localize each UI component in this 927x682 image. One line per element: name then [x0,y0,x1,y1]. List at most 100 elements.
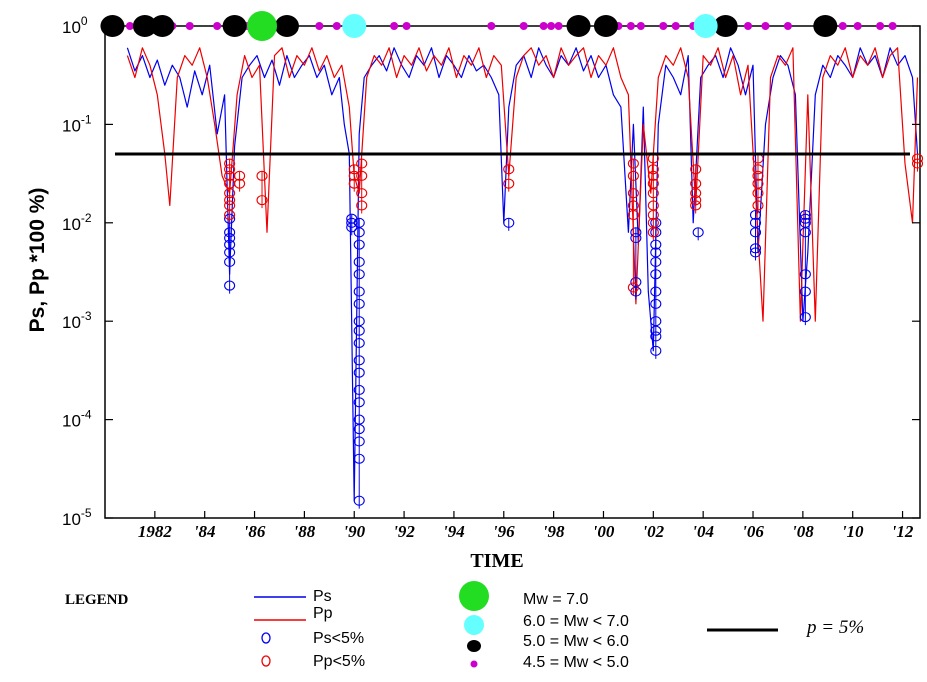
quake-mw45-marker [853,22,862,30]
quake-mw45-marker [125,22,134,30]
quake-mw5-marker [150,15,175,37]
quake-mw5-marker [593,15,618,37]
ps-low-marker [650,269,662,280]
quake-mw5-marker [132,15,157,37]
pp-low-marker [224,158,236,169]
quake-mw45-marker [626,22,635,30]
ps-low-marker [749,227,762,238]
ps-low-marker [353,337,365,349]
pp-low-marker [503,178,515,189]
ps-low-marker [749,247,762,258]
x-tick-label: '10 [842,522,864,541]
legend-threshold-label: p = 5% [805,617,864,638]
ps-low-marker [630,232,642,244]
x-tick-label: 1982 [138,522,173,541]
ps-low-marker [353,269,365,280]
legend-mw45-label: 4.5 = Mw < 5.0 [523,654,629,671]
pp-low-marker [356,158,368,169]
ps-low-marker [353,239,365,250]
ps-low-marker [353,325,365,336]
pp-low-marker [356,170,368,181]
pp-low-marker [690,188,702,199]
quake-mw45-marker [636,22,645,30]
ps-low-marker [353,397,365,408]
quake-mw45-marker [671,22,680,30]
x-tick-label: '02 [642,522,664,541]
quake-mw45-marker [838,22,847,30]
y-tick-label: 100 [62,14,88,37]
ps-low-marker [749,243,762,254]
pp-low-marker [647,227,659,238]
legend-ps-low-marker [261,632,271,644]
ps-low-marker [224,239,236,250]
y-tick-label: 10-3 [62,309,92,332]
legend-mw6-label: 6.0 = Mw < 7.0 [523,613,629,630]
x-axis-ticks: 1982 '84 '86 '88 '90 '92 '94 '96 '98 '00 '02 '04 '06… [138,511,914,541]
pp-low-marker [690,200,702,211]
quake-mw45-marker [547,22,556,30]
x-tick-label: '84 [194,522,216,541]
quake-mw5-marker [713,15,738,37]
ps-low-marker [650,298,662,309]
legend-pp-low-marker [261,655,271,667]
pp-low-marker [627,170,639,181]
ps-low-marker [353,256,365,268]
ps-low-marker [799,213,811,224]
ps-low-marker [353,227,365,238]
quake-mw7-marker [247,11,278,41]
ps-low-marker [224,280,236,291]
ps-low-marker [353,436,365,447]
ps-low-marker [650,345,662,356]
pp-low-marker [224,188,236,199]
legend-pp-low-label: Pp<5% [313,653,365,670]
x-tick-label: '90 [343,522,365,541]
pp-low-marker [627,282,639,293]
quake-mw45-marker [783,22,792,30]
y-tick-label: 10-2 [62,211,92,234]
legend-title: LEGEND [65,592,129,608]
pp-low-marker [647,209,659,221]
low-probability-markers [224,153,924,509]
ps-low-marker [799,209,811,221]
legend-mw45-marker [470,660,478,668]
legend-mw5-marker [467,640,481,652]
ps-low-marker [650,331,662,342]
quake-mw45-marker [888,22,897,30]
pp-low-marker [627,188,639,199]
ps-low-marker [799,227,811,238]
ps-low-marker [749,209,762,221]
plot-frame [104,25,921,519]
ps-low-marker [503,217,515,228]
pp-low-marker [234,170,246,181]
quake-mw45-marker [487,22,496,30]
y-tick-label: 10-5 [62,506,92,529]
x-tick-label: '04 [692,522,714,541]
ps-low-marker [224,256,236,268]
y-tick-label: 10-1 [62,112,92,135]
quake-mw45-marker [315,22,324,30]
pp-low-marker [911,158,924,169]
ps-low-marker [650,325,662,336]
x-tick-label: '00 [593,522,615,541]
legend-mw6-marker [464,615,484,635]
pp-low-marker [752,170,764,181]
pp-low-marker [647,188,659,199]
ps-low-marker [799,286,811,297]
ps-low-marker [650,256,662,268]
ps-low-marker [224,232,236,244]
pp-low-marker [690,195,702,206]
pp-low-marker [356,188,368,199]
y-axis-ticks: 100 10-1 10-2 10-3 10-4 10-5 [62,14,920,529]
ps-low-marker [353,384,365,396]
ps-low-marker [799,312,811,323]
quake-mw5-marker [566,15,591,37]
pp-low-marker [503,164,515,175]
pp-low-marker [234,178,246,189]
x-tick-label: '12 [892,522,914,541]
x-axis-label: TIME [470,550,523,572]
pp-low-marker [627,158,639,169]
quake-mw45-marker [390,22,399,30]
quake-mw45-marker [185,22,194,30]
x-tick-label: '08 [792,522,814,541]
